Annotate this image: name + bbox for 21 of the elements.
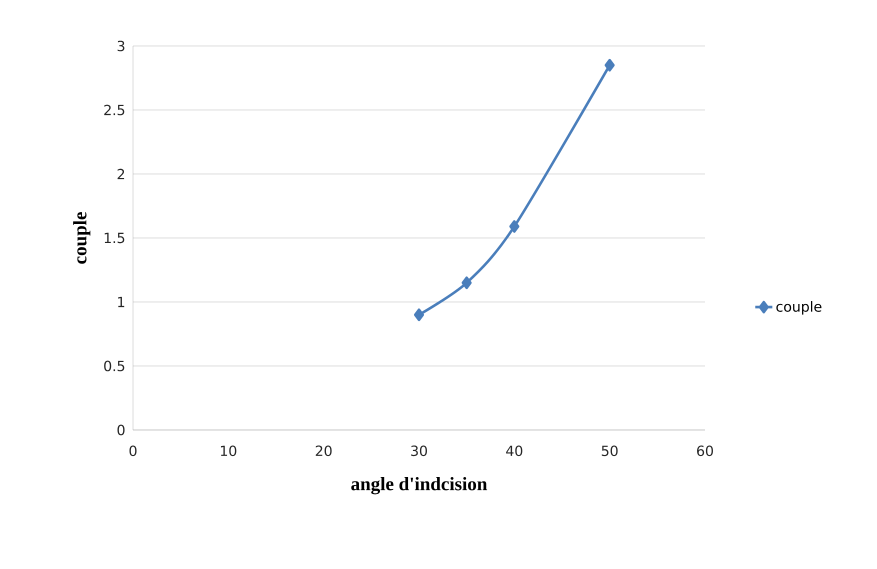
y-axis-title: couple [73,212,90,264]
point [604,58,615,72]
y-tick-label: 1 [118,296,124,308]
y-tick-label: 0 [117,424,125,436]
y-tick-label: 1.5 [104,232,124,244]
y-tick-label: 2.5 [104,104,124,116]
legend-label: couple [776,301,822,315]
point [509,220,520,233]
y-tick-label: 2 [118,168,124,180]
x-axis-title: angle d'indcision [351,476,488,494]
y-tick-label: 3 [118,40,124,52]
x-tick-label: 40 [506,446,522,456]
point [414,308,424,322]
y-tick-label: 0.5 [104,360,124,372]
x-tick-label: 10 [220,446,236,456]
x-tick-label: 30 [411,446,427,456]
x-tick-label: 60 [697,446,713,456]
x-tick-label: 50 [602,446,618,456]
point [462,276,472,290]
x-tick-label: 0 [129,446,137,456]
x-tick-label: 20 [316,446,332,456]
